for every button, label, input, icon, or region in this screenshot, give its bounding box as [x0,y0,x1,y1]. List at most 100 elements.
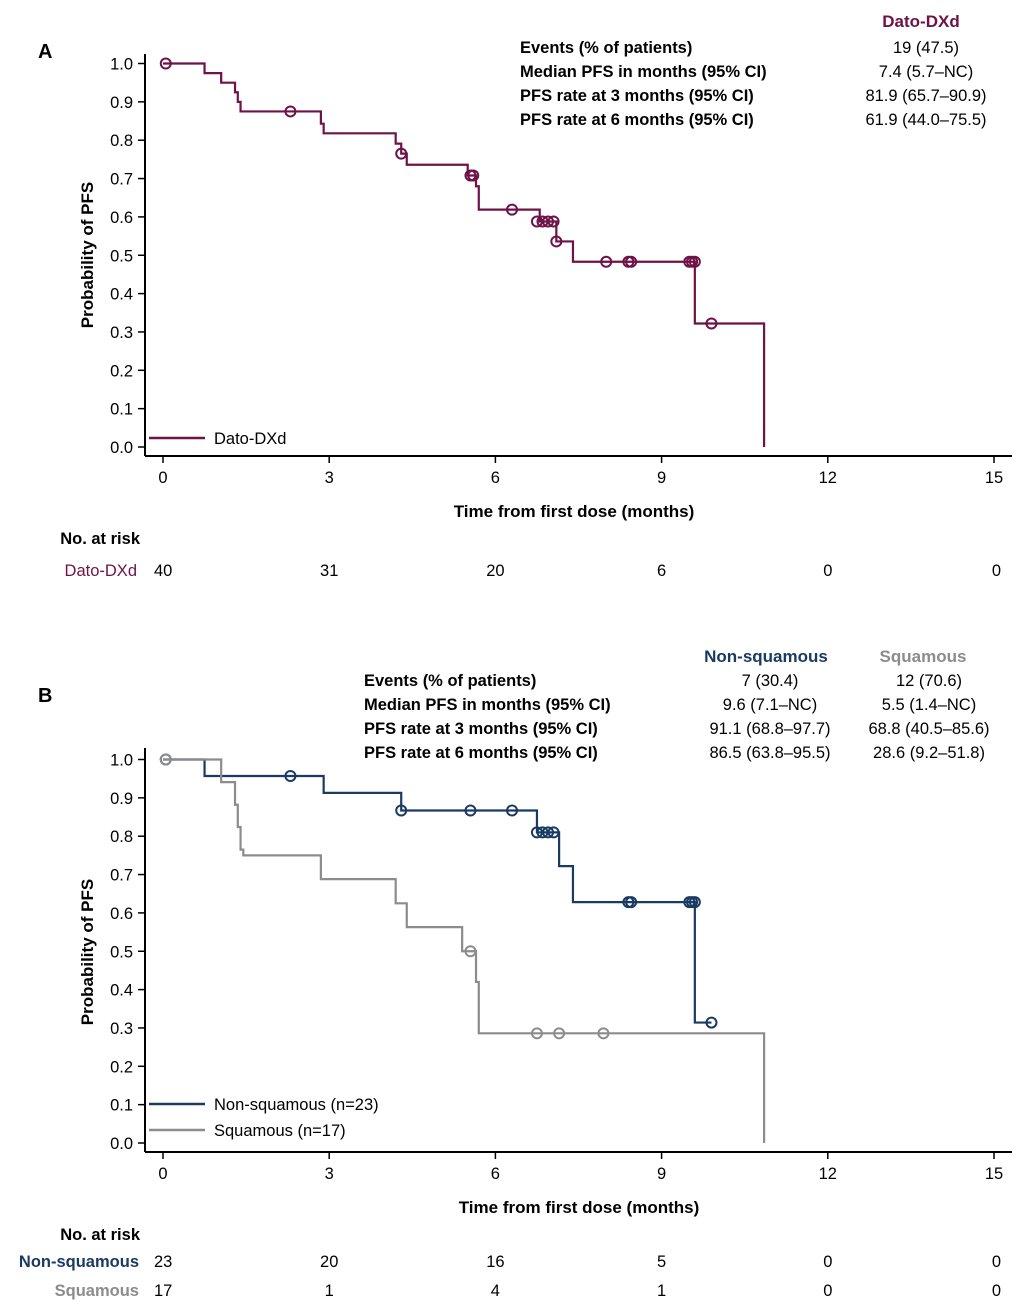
panel-b-label: B [38,685,52,707]
x-tick-label: 15 [985,1165,1003,1183]
censor-mark [625,255,638,268]
legend-label: Squamous (n=17) [214,1122,346,1140]
risk-count: 0 [823,562,832,580]
panel-a-label: A [38,41,52,63]
censor-mark [506,203,519,216]
y-tick-label: 0.0 [110,1135,133,1153]
stats-value: 91.1 (68.8–97.7) [709,720,830,738]
km-curve-non-squamous [163,758,712,1024]
panel-b-curves [159,753,766,1143]
km-curve-dato-dxd [163,62,766,447]
y-tick-label: 1.0 [110,56,133,74]
stats-value: 9.6 (7.1–NC) [723,696,817,714]
stats-value: 12 (70.6) [896,672,962,690]
stats-value: 19 (47.5) [893,39,959,57]
stats-row-label: Median PFS in months (95% CI) [520,63,767,81]
panel-b-x-axis-label: Time from first dose (months) [459,1198,700,1217]
panel-b-x-ticks: 0 3 6 9 12 15 [158,1152,1003,1183]
censor-mark [547,826,560,839]
risk-row-values: 23 20 16 5 0 0 17 1 4 1 0 0 [154,1253,1001,1300]
y-tick-label: 0.6 [110,209,133,227]
stats-value: 7 (30.4) [742,672,799,690]
legend-label: Non-squamous (n=23) [214,1096,379,1114]
stats-row-label: PFS rate at 6 months (95% CI) [364,744,598,762]
risk-count: 20 [320,1253,338,1271]
y-tick-label: 0.1 [110,401,133,419]
x-tick-label: 6 [491,469,500,487]
x-tick-label: 0 [158,1165,167,1183]
risk-count: 1 [657,1282,666,1300]
panel-a-group-header: Dato-DXd [882,12,959,31]
censor-mark [625,896,638,909]
censor-mark [395,804,408,817]
y-tick-label: 0.6 [110,905,133,923]
risk-count: 6 [657,562,666,580]
x-tick-label: 6 [491,1165,500,1183]
y-tick-label: 0.7 [110,171,133,189]
risk-count: 31 [320,562,338,580]
panel-b-group-header-nonsquamous: Non-squamous [704,647,828,666]
risk-count: 1 [325,1282,334,1300]
panel-b-y-axis-label: Probability of PFS [78,879,97,1025]
panel-a-y-axis-label: Probability of PFS [78,182,97,328]
panel-b-stats-table: Events (% of patients) Median PFS in mon… [364,672,990,762]
risk-count: 16 [486,1253,504,1271]
panel-a-y-ticks: 0.0 0.1 0.2 0.3 0.4 0.5 0.6 0.7 0.8 0.9 1.0 [110,56,145,457]
censor-mark [597,1027,610,1040]
y-tick-label: 0.4 [110,286,133,304]
censor-mark [542,215,555,228]
censor-mark [464,945,477,958]
risk-count: 40 [154,562,172,580]
y-tick-label: 0.7 [110,867,133,885]
risk-count: 23 [154,1253,172,1271]
censor-mark [284,105,297,118]
stats-value: 68.8 (40.5–85.6) [868,720,989,738]
risk-row-values: 40 31 20 6 0 0 [154,562,1001,580]
y-tick-label: 0.2 [110,362,133,380]
risk-count: 17 [154,1282,172,1300]
risk-row-label: Dato-DXd [65,562,137,580]
stats-row-label: PFS rate at 6 months (95% CI) [520,111,754,129]
y-tick-label: 0.5 [110,943,133,961]
panel-a-risk-table: No. at risk Dato-DXd 40 31 20 6 0 0 [60,530,1001,580]
y-tick-label: 0.2 [110,1058,133,1076]
x-tick-label: 9 [657,469,666,487]
risk-count: 0 [823,1282,832,1300]
censor-mark [688,896,701,909]
x-tick-label: 3 [325,1165,334,1183]
censor-mark [705,1016,718,1029]
y-tick-label: 0.4 [110,982,133,1000]
censor-mark [530,215,543,228]
censor-mark [530,826,543,839]
censor-mark [464,804,477,817]
x-tick-label: 15 [985,469,1003,487]
y-tick-label: 0.9 [110,94,133,112]
stats-row-label: Median PFS in months (95% CI) [364,696,611,714]
censor-mark [705,317,718,330]
risk-table-title: No. at risk [60,530,141,548]
stats-value: 81.9 (65.7–90.9) [865,87,986,105]
censor-mark [547,215,560,228]
risk-count: 0 [823,1253,832,1271]
y-tick-label: 0.3 [110,1020,133,1038]
panel-a-x-axis-label: Time from first dose (months) [454,502,695,521]
censor-mark [542,826,555,839]
panel-b-group-header-squamous: Squamous [880,647,967,666]
x-tick-label: 9 [657,1165,666,1183]
risk-count: 4 [491,1282,500,1300]
panel-b-y-ticks: 0.0 0.1 0.2 0.3 0.4 0.5 0.6 0.7 0.8 0.9 1.0 [110,752,145,1153]
censor-mark [284,769,297,782]
stats-value: 5.5 (1.4–NC) [882,696,976,714]
y-tick-label: 0.3 [110,324,133,342]
panel-a-x-ticks: 0 3 6 9 12 15 [158,456,1003,487]
x-tick-label: 3 [325,469,334,487]
y-tick-label: 0.9 [110,790,133,808]
censor-mark [159,753,172,766]
panel-a: A Dato-DXd Events (% of patients) Median… [38,12,1012,580]
censor-mark [536,215,549,228]
censor-mark [506,804,519,817]
panel-a-curves [159,57,766,447]
km-curve-squamous [163,758,766,1143]
legend-label: Dato-DXd [214,430,286,448]
